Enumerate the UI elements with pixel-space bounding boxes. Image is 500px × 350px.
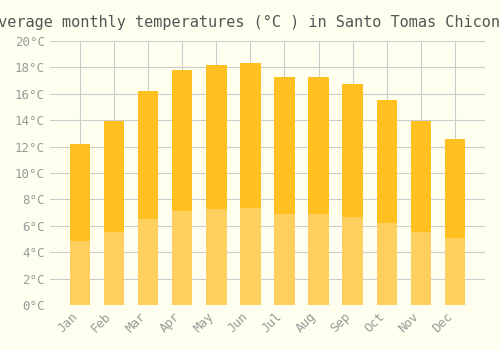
Bar xyxy=(172,211,193,305)
Bar xyxy=(342,217,363,305)
Bar xyxy=(104,121,124,305)
Bar xyxy=(104,232,124,305)
Bar xyxy=(240,208,260,305)
Bar xyxy=(240,63,260,305)
Bar xyxy=(206,65,227,305)
Bar xyxy=(376,100,397,305)
Bar xyxy=(376,223,397,305)
Bar xyxy=(70,240,90,305)
Bar xyxy=(70,144,90,305)
Bar xyxy=(308,214,329,305)
Bar xyxy=(342,84,363,305)
Title: Average monthly temperatures (°C ) in Santo Tomas Chiconautla: Average monthly temperatures (°C ) in Sa… xyxy=(0,15,500,30)
Bar xyxy=(138,219,158,305)
Bar xyxy=(274,214,294,305)
Bar xyxy=(445,139,465,305)
Bar xyxy=(445,238,465,305)
Bar xyxy=(308,77,329,305)
Bar xyxy=(206,209,227,305)
Bar xyxy=(274,77,294,305)
Bar xyxy=(138,91,158,305)
Bar xyxy=(410,232,431,305)
Bar xyxy=(410,121,431,305)
Bar xyxy=(172,70,193,305)
